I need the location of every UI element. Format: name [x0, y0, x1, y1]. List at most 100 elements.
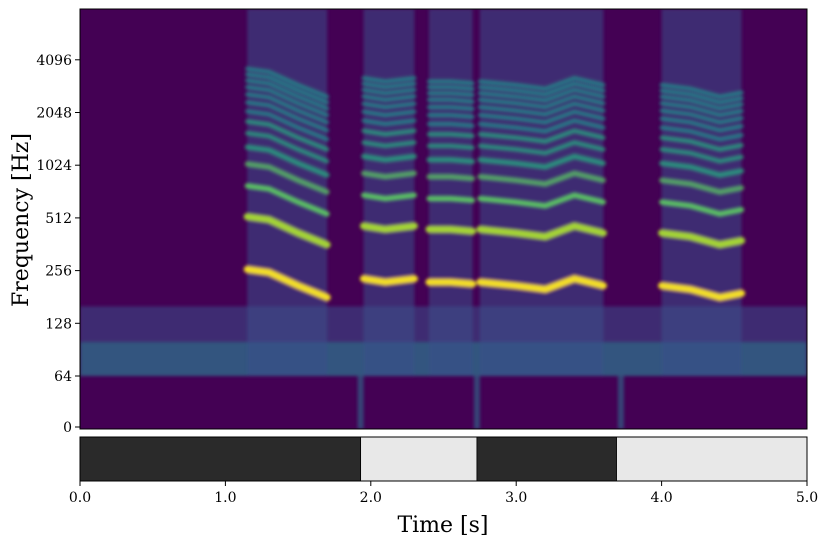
harmonic-3-14	[477, 76, 606, 91]
y-tick-label-0: 0	[63, 420, 72, 436]
harmonic-1-6	[361, 140, 417, 148]
harmonic-2-11	[427, 97, 475, 104]
harmonic-1-4	[361, 170, 417, 180]
x-tick-label-0.0: 0.0	[69, 490, 91, 506]
harmonic-3-1	[476, 275, 607, 293]
harmonic-2-12	[427, 91, 475, 97]
harmonic-0-4	[244, 161, 330, 195]
harmonic-3-12	[477, 87, 606, 103]
harmonic-2-14	[427, 79, 475, 86]
harmonic-4-4	[659, 177, 745, 195]
harmonic-2-1	[425, 278, 477, 288]
transient-2	[617, 376, 624, 429]
harmonic-4-10	[659, 108, 744, 125]
harmonic-4-6	[659, 147, 744, 164]
harmonic-3-7	[477, 128, 606, 144]
harmonic-0-6	[245, 131, 330, 164]
harmonic-0-10	[245, 92, 330, 125]
harmonic-2-10	[427, 105, 475, 111]
x-axis-title: Time [s]	[397, 513, 488, 538]
harmonic-1-3	[361, 192, 417, 202]
harmonic-3-8	[477, 118, 606, 134]
harmonic-0-3	[244, 183, 330, 217]
voiced-segment-2	[428, 9, 473, 376]
y-tick-label-4096: 4096	[36, 53, 72, 69]
harmonic-3-13	[477, 81, 606, 97]
harmonic-0-9	[245, 100, 330, 133]
harmonic-2-9	[427, 113, 475, 119]
harmonic-2-8	[427, 122, 475, 128]
state-bar	[79, 436, 808, 482]
x-tick-label-5.0: 5.0	[796, 490, 818, 506]
harmonic-4-13	[659, 88, 744, 105]
harmonic-0-7	[245, 119, 330, 152]
transient-1	[473, 376, 480, 429]
y-axis-title: Frequency [Hz]	[9, 133, 34, 307]
harmonic-4-11	[659, 101, 744, 118]
harmonic-4-2	[658, 229, 746, 249]
x-tick-label-1.0: 1.0	[214, 490, 236, 506]
x-tick-label-2.0: 2.0	[360, 490, 382, 506]
harmonic-2-13	[427, 85, 475, 91]
y-tick-label-2048: 2048	[36, 106, 72, 122]
state-segment-dark-2	[476, 436, 617, 482]
harmonic-3-6	[477, 140, 606, 156]
harmonic-2-7	[427, 132, 475, 138]
harmonic-0-5	[244, 144, 330, 178]
y-tick-label-512: 512	[45, 211, 72, 227]
harmonic-1-14	[361, 76, 417, 84]
harmonic-1-13	[361, 81, 417, 90]
harmonic-4-1	[658, 282, 746, 301]
harmonic-3-5	[477, 153, 606, 170]
harmonic-0-14	[245, 66, 330, 99]
harmonic-1-12	[361, 87, 417, 96]
harmonic-3-10	[477, 101, 606, 117]
transient-0	[357, 376, 364, 429]
harmonic-2-2	[425, 225, 477, 235]
harmonic-0-13	[245, 72, 330, 105]
x-axis: 0.0 1.0 2.0 3.0 4.0 5.0	[69, 481, 818, 506]
harmonic-2-4	[426, 174, 476, 181]
harmonic-4-5	[659, 160, 745, 178]
harmonic-3-9	[477, 109, 606, 125]
harmonic-1-9	[361, 109, 417, 118]
harmonic-0-12	[245, 78, 330, 111]
y-tick-label-256: 256	[45, 264, 72, 280]
x-tick-label-3.0: 3.0	[505, 490, 527, 506]
harmonic-2-5	[426, 157, 476, 164]
harmonic-0-2	[243, 213, 331, 249]
harmonic-0-11	[245, 85, 330, 118]
state-segment-light-1	[360, 436, 478, 482]
harmonic-3-3	[477, 192, 606, 209]
x-tick-label-4.0: 4.0	[650, 490, 672, 506]
spectrogram-frame	[79, 8, 808, 430]
harmonic-4-7	[659, 135, 744, 152]
harmonic-3-4	[477, 170, 606, 187]
harmonic-3-2	[476, 222, 607, 241]
harmonic-1-5	[361, 153, 417, 163]
y-tick-label-1024: 1024	[36, 158, 72, 174]
harmonic-3-11	[477, 94, 606, 110]
harmonic-1-8	[361, 118, 417, 127]
harmonic-1-1	[360, 275, 418, 286]
y-axis: 0 64 128 256 512 1024 2048 4096	[36, 53, 80, 436]
harmonic-4-12	[659, 94, 744, 111]
spectrogram-panel	[80, 9, 807, 429]
voiced-segment-3	[479, 9, 604, 376]
y-tick-label-128: 128	[45, 316, 72, 332]
harmonic-0-8	[245, 109, 330, 142]
harmonic-4-3	[659, 199, 745, 217]
voiced-segment-0	[247, 9, 328, 376]
harmonic-1-2	[360, 222, 418, 233]
harmonic-1-7	[361, 128, 417, 137]
harmonic-4-14	[659, 83, 744, 99]
harmonic-1-10	[361, 101, 417, 110]
harmonic-0-1	[243, 265, 331, 301]
harmonic-4-8	[659, 125, 744, 142]
harmonic-4-9	[659, 116, 744, 133]
voiced-segment-1	[363, 9, 415, 376]
state-segment-dark-0	[79, 436, 362, 482]
y-tick-label-64: 64	[54, 369, 72, 385]
harmonic-1-11	[361, 94, 417, 102]
